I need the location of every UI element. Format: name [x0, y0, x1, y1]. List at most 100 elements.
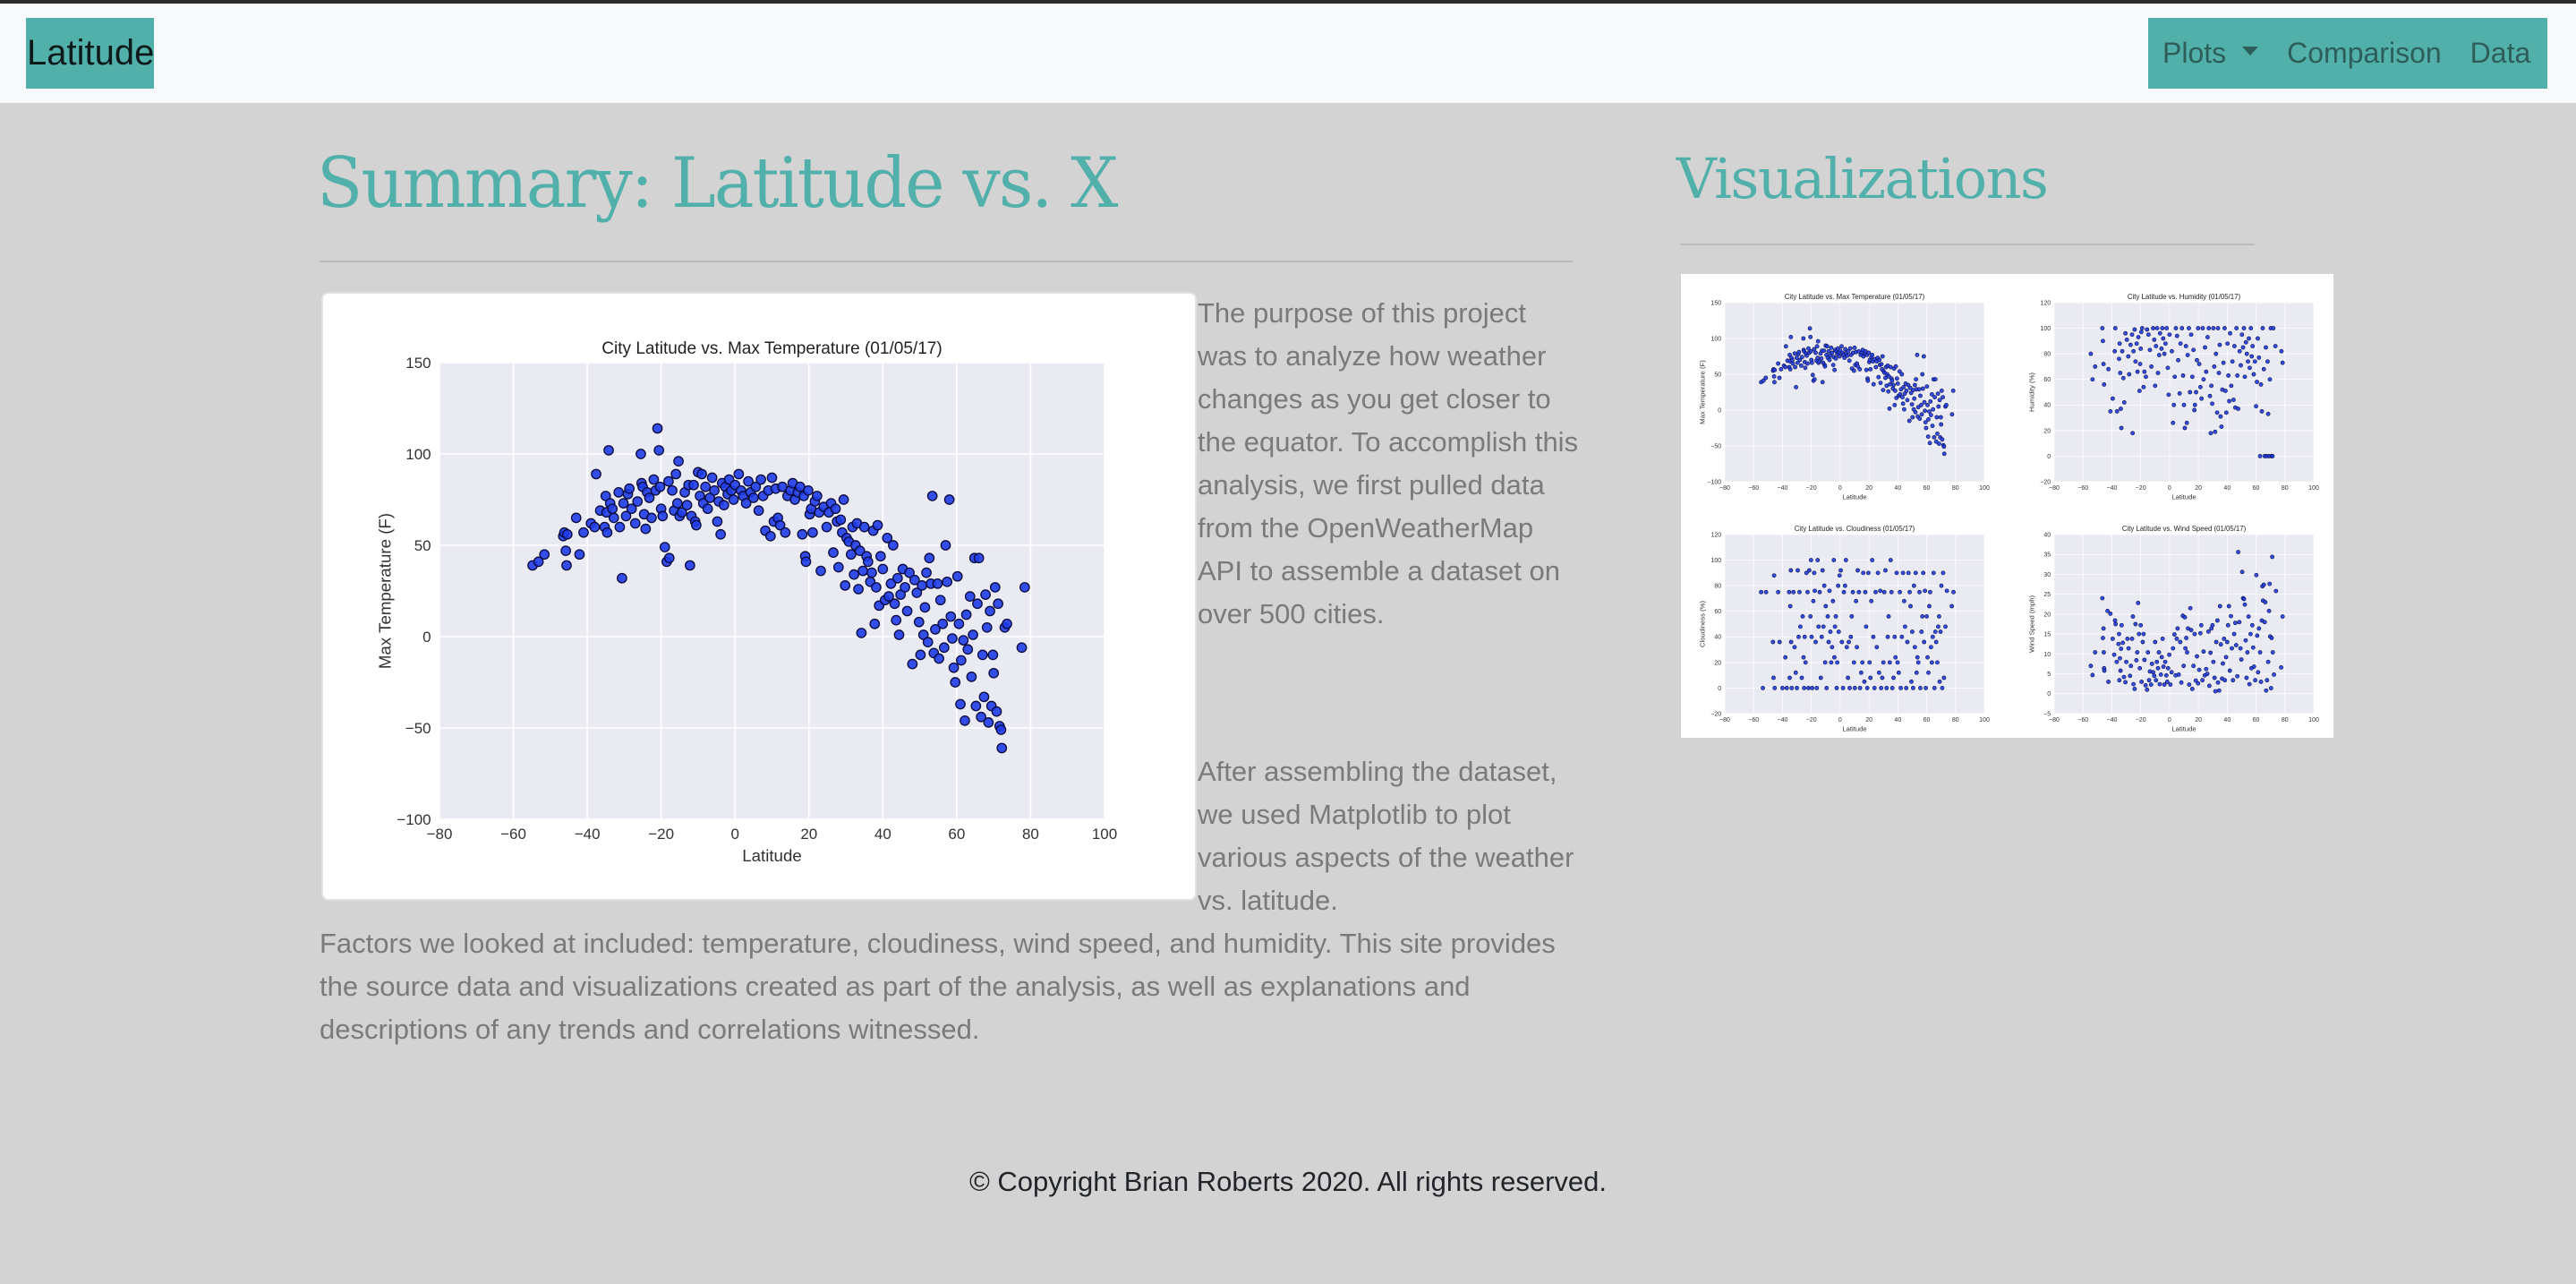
svg-text:0: 0	[2047, 691, 2051, 698]
svg-text:60: 60	[2043, 377, 2051, 383]
svg-text:0: 0	[422, 629, 431, 646]
max-temperature-scatter-chart: −80 −60 −40 −20 0 20 40 60 80 100 −100 −50 0 50 100 150…	[376, 339, 1118, 865]
svg-text:40: 40	[1894, 717, 1901, 723]
summary-paragraph-2-wrapped: After assembling the dataset, we used Ma…	[1198, 756, 1574, 916]
nav-data[interactable]: Data	[2469, 37, 2531, 69]
svg-text:35: 35	[2043, 552, 2051, 559]
svg-text:−20: −20	[2136, 485, 2146, 492]
svg-text:20: 20	[1714, 660, 1721, 666]
svg-text:150: 150	[1710, 300, 1721, 306]
svg-text:80: 80	[2282, 485, 2289, 492]
brand-link[interactable]: Latitude	[26, 18, 154, 89]
visualizations-title: Visualizations	[1676, 146, 2049, 211]
svg-text:−50: −50	[405, 720, 431, 737]
svg-text:0: 0	[1718, 686, 1721, 692]
svg-text:120: 120	[1710, 532, 1721, 538]
svg-text:25: 25	[2043, 592, 2051, 598]
svg-text:Wind Speed (mph): Wind Speed (mph)	[2028, 595, 2036, 654]
svg-text:60: 60	[2253, 485, 2260, 492]
nav-comparison[interactable]: Comparison	[2287, 37, 2442, 69]
svg-text:100: 100	[1710, 558, 1721, 564]
thumbnail-temperature-chart[interactable]: −80 −60 −40 −20 0 20 40 60 80 100 −100 −50 0 50 100 150…	[1685, 279, 1998, 508]
svg-text:−40: −40	[575, 826, 601, 843]
svg-text:0: 0	[1838, 485, 1842, 492]
svg-text:120: 120	[2040, 300, 2051, 306]
svg-text:−40: −40	[2107, 485, 2118, 492]
svg-text:60: 60	[2253, 717, 2260, 723]
svg-text:40: 40	[2043, 403, 2051, 409]
scatter-points	[527, 423, 1030, 754]
visualizations-divider	[1680, 244, 2255, 245]
window-top-border	[0, 0, 2576, 4]
svg-text:−60: −60	[1748, 485, 1759, 492]
svg-text:−20: −20	[2136, 717, 2146, 723]
svg-text:−80: −80	[2049, 717, 2060, 723]
summary-title: Summary: Latitude vs. X	[317, 143, 1118, 224]
svg-text:100: 100	[1710, 336, 1721, 342]
svg-text:−20: −20	[2040, 479, 2051, 485]
svg-text:Max Temperature (F): Max Temperature (F)	[376, 513, 395, 669]
svg-text:60: 60	[1714, 609, 1721, 615]
svg-text:80: 80	[1022, 826, 1039, 843]
svg-text:40: 40	[1894, 485, 1901, 492]
svg-text:−20: −20	[1710, 711, 1721, 717]
thumbnail-humidity-chart[interactable]: −80 −60 −40 −20 0 20 40 60 80 100 −20 0 20 40 60 80 100 1…	[2014, 279, 2327, 508]
svg-text:Cloudiness (%): Cloudiness (%)	[1699, 600, 1707, 647]
summary-divider	[320, 261, 1573, 262]
svg-text:0: 0	[1838, 717, 1842, 723]
svg-text:5: 5	[2047, 672, 2051, 678]
svg-text:City Latitude vs. Wind Speed (: City Latitude vs. Wind Speed (01/05/17)	[2122, 525, 2247, 533]
footer-copyright: © Copyright Brian Roberts 2020. All righ…	[968, 1166, 1608, 1197]
svg-text:100: 100	[2040, 326, 2051, 332]
svg-text:20: 20	[1865, 717, 1872, 723]
svg-text:60: 60	[1923, 717, 1931, 723]
svg-text:80: 80	[1952, 485, 1959, 492]
svg-text:−80: −80	[2049, 485, 2060, 492]
nav-plots-dropdown[interactable]: Plots	[2162, 37, 2259, 70]
summary-paragraph-2-full: Factors we looked at included: temperatu…	[320, 928, 1556, 1045]
thumbnail-cloudiness-chart[interactable]: −80 −60 −40 −20 0 20 40 60 80 100 −20 0 20 40 60 80 100 1…	[1685, 511, 1998, 740]
svg-text:20: 20	[2195, 717, 2202, 723]
svg-text:0: 0	[730, 826, 738, 843]
svg-text:−60: −60	[2077, 717, 2088, 723]
thumbnail-windspeed-chart[interactable]: −80 −60 −40 −20 0 20 40 60 80 100 −5 0 5 10 15 20 25 30 35…	[2014, 511, 2327, 740]
svg-text:Latitude: Latitude	[2171, 492, 2196, 501]
svg-text:Latitude: Latitude	[1842, 724, 1866, 732]
svg-text:40: 40	[874, 826, 891, 843]
svg-text:100: 100	[2308, 485, 2319, 492]
svg-text:City Latitude vs. Cloudiness (: City Latitude vs. Cloudiness (01/05/17)	[1795, 525, 1915, 533]
scatter-points	[1759, 558, 1956, 690]
svg-text:Latitude: Latitude	[2171, 724, 2196, 732]
svg-text:40: 40	[1714, 635, 1721, 641]
svg-text:−40: −40	[1778, 717, 1788, 723]
scatter-points	[2088, 550, 2285, 694]
svg-text:80: 80	[2043, 352, 2051, 358]
svg-text:City Latitude vs. Max Temperat: City Latitude vs. Max Temperature (01/05…	[601, 339, 942, 358]
svg-text:100: 100	[1092, 826, 1117, 843]
svg-text:−60: −60	[1748, 717, 1759, 723]
svg-text:20: 20	[2043, 428, 2051, 434]
svg-text:−100: −100	[1707, 479, 1721, 485]
svg-text:60: 60	[1923, 485, 1931, 492]
visualizations-thumbnail-grid[interactable]: −80 −60 −40 −20 0 20 40 60 80 100 −100 −50 0 50 100 150…	[1681, 274, 2333, 738]
svg-text:20: 20	[1865, 485, 1872, 492]
scatter-points	[1759, 326, 1956, 457]
svg-text:−80: −80	[1719, 485, 1730, 492]
svg-text:−100: −100	[397, 811, 431, 828]
svg-text:0: 0	[2168, 485, 2171, 492]
svg-text:−20: −20	[1806, 717, 1817, 723]
svg-text:Latitude: Latitude	[1842, 492, 1866, 501]
svg-text:80: 80	[1714, 584, 1721, 590]
svg-text:−80: −80	[427, 826, 453, 843]
svg-text:−60: −60	[2077, 485, 2088, 492]
svg-text:50: 50	[1714, 372, 1721, 378]
svg-text:0: 0	[1718, 407, 1721, 414]
svg-text:Latitude: Latitude	[742, 846, 802, 865]
svg-text:−80: −80	[1719, 717, 1730, 723]
svg-text:150: 150	[405, 355, 431, 372]
svg-text:20: 20	[2043, 612, 2051, 618]
svg-text:10: 10	[2043, 652, 2051, 658]
summary-paragraph-1: The purpose of this project was to analy…	[1198, 297, 1579, 629]
svg-text:City Latitude vs. Max Temperat: City Latitude vs. Max Temperature (01/05…	[1785, 293, 1925, 301]
svg-text:−40: −40	[1778, 485, 1788, 492]
